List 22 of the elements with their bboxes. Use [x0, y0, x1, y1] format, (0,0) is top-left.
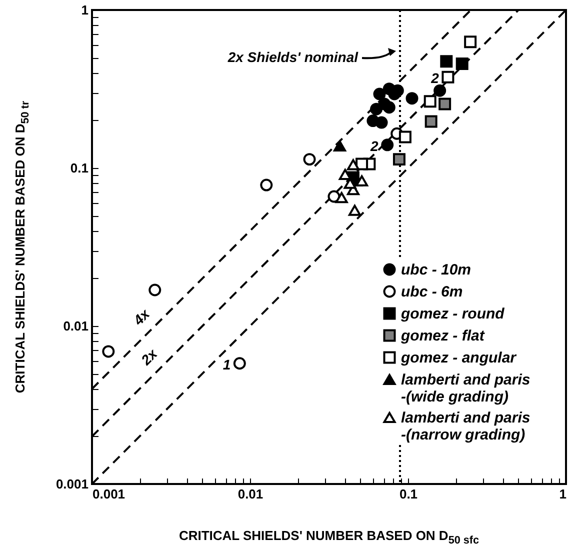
legend-label: gomez - flat [400, 328, 486, 344]
text: 2x [137, 344, 161, 369]
y-tick-label: 0.001 [56, 476, 88, 492]
x-tick-label: 0.01 [238, 486, 264, 502]
annotation: 1 [222, 356, 231, 372]
legend-label: ubc - 10m [401, 262, 472, 278]
annotation: 2 [430, 70, 440, 86]
legend-label: ubc - 6m [401, 284, 463, 300]
x-axis-title: CRITICAL SHIELDS' NUMBER BASED ON D$_{50 sfc}$ [178, 528, 480, 547]
legend-label: lamberti and paris -(narrow grading) [401, 410, 530, 444]
x-tick-label: 0.1 [399, 486, 418, 502]
y-tick-label: 0.1 [70, 160, 88, 176]
x-tick-label: 1 [559, 486, 566, 502]
y-tick-label: 1 [81, 2, 88, 18]
ref-line-label: 2x Shields' nominal [226, 49, 360, 65]
y-tick-label: 0.01 [63, 318, 88, 334]
legend-label: gomez - round [400, 306, 506, 322]
text: 4x [129, 304, 154, 329]
x-tick-label: 0.001 [92, 486, 126, 502]
legend-label: lamberti and paris -(wide grading) [401, 372, 530, 406]
legend-label: gomez - angular [400, 350, 518, 366]
annotation: 2 [370, 138, 379, 154]
